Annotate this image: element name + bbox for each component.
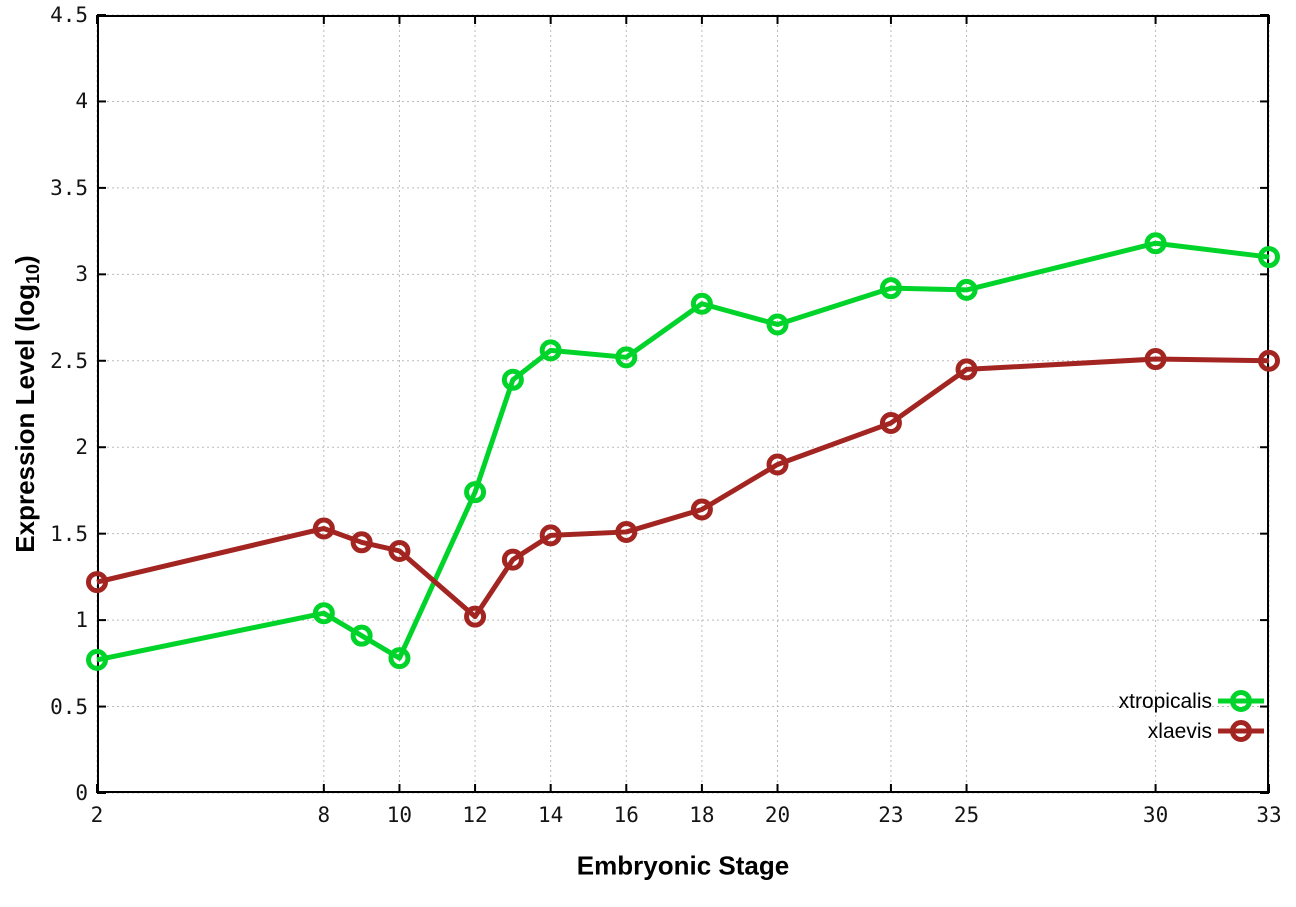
x-tick-label-10: 10 <box>386 803 413 827</box>
marker-xtropicalis-stage-12 <box>464 481 487 504</box>
legend-label-xlaevis: xlaevis <box>1148 720 1212 743</box>
marker-xlaevis-stage-8 <box>312 517 335 540</box>
marker-xlaevis-stage-18 <box>690 498 713 521</box>
marker-xlaevis-stage-16 <box>615 520 638 543</box>
x-tick-label-33: 33 <box>1256 803 1282 827</box>
marker-xlaevis-stage-12 <box>464 605 487 628</box>
x-tick-label-8: 8 <box>317 803 331 827</box>
y-tick-label-3.5: 3.5 <box>50 175 88 200</box>
y-tick-label-2.5: 2.5 <box>50 348 88 373</box>
y-tick-label-0: 0 <box>75 781 88 805</box>
plot-border <box>97 15 1269 793</box>
marker-xlaevis-stage-20 <box>766 453 789 476</box>
series-line-xtropicalis <box>96 240 1270 663</box>
marker-xlaevis-stage-30 <box>1144 348 1167 371</box>
legend-label-xtropicalis: xtropicalis <box>1119 690 1212 713</box>
plot-area: xtropicalis xlaevis <box>86 14 1280 794</box>
y-tick-label-4.5: 4.5 <box>50 3 88 27</box>
marker-xtropicalis-stage-30 <box>1144 232 1167 255</box>
x-axis-title: Embryonic Stage <box>576 850 790 881</box>
marker-xlaevis-stage-13 <box>501 548 524 571</box>
y-axis-title-main: Expression Level (log <box>10 283 40 553</box>
marker-xlaevis-stage-25 <box>955 358 978 381</box>
marker-xtropicalis-stage-23 <box>879 277 902 300</box>
marker-xlaevis-stage-9 <box>350 531 373 554</box>
marker-xtropicalis-stage-16 <box>615 346 638 369</box>
marker-xtropicalis-stage-13 <box>501 368 524 391</box>
x-tick-label-20: 20 <box>764 803 791 827</box>
marker-xtropicalis-stage-33 <box>1258 246 1280 269</box>
x-tick-label-25: 25 <box>953 803 980 827</box>
marker-xtropicalis-stage-9 <box>350 624 373 647</box>
marker-xlaevis-stage-14 <box>539 524 562 547</box>
marker-xtropicalis-stage-25 <box>955 278 978 301</box>
y-tick-label-0.5: 0.5 <box>50 694 88 719</box>
marker-xlaevis-stage-10 <box>388 539 411 562</box>
legend-sample-marker-xtropicalis <box>1230 690 1252 712</box>
marker-xtropicalis-stage-2 <box>86 648 108 671</box>
x-tick-label-16: 16 <box>613 803 639 827</box>
x-tick-label-23: 23 <box>878 803 904 827</box>
x-tick-label-2: 2 <box>90 803 104 827</box>
y-tick-label-1.5: 1.5 <box>50 521 88 546</box>
marker-xtropicalis-stage-10 <box>388 647 411 670</box>
marker-xtropicalis-stage-18 <box>690 292 713 315</box>
x-tick-label-30: 30 <box>1142 803 1169 827</box>
marker-xtropicalis-stage-8 <box>312 602 335 625</box>
y-tick-label-3: 3 <box>75 262 88 287</box>
y-tick-label-1: 1 <box>75 608 88 633</box>
x-tick-label-18: 18 <box>689 803 715 827</box>
y-tick-label-2: 2 <box>75 435 88 460</box>
marker-xlaevis-stage-23 <box>879 412 902 435</box>
legend-sample-marker-xlaevis <box>1230 720 1252 742</box>
marker-xlaevis-stage-2 <box>86 571 108 594</box>
marker-xlaevis-stage-33 <box>1258 349 1280 372</box>
x-tick-label-12: 12 <box>462 803 488 827</box>
series-line-xlaevis <box>96 356 1270 620</box>
marker-xtropicalis-stage-20 <box>766 313 789 336</box>
y-tick-label-4: 4 <box>75 89 88 114</box>
x-tick-label-14: 14 <box>538 803 564 827</box>
y-axis-title: Expression Level (log10) <box>10 255 44 552</box>
marker-xtropicalis-stage-14 <box>539 339 562 362</box>
